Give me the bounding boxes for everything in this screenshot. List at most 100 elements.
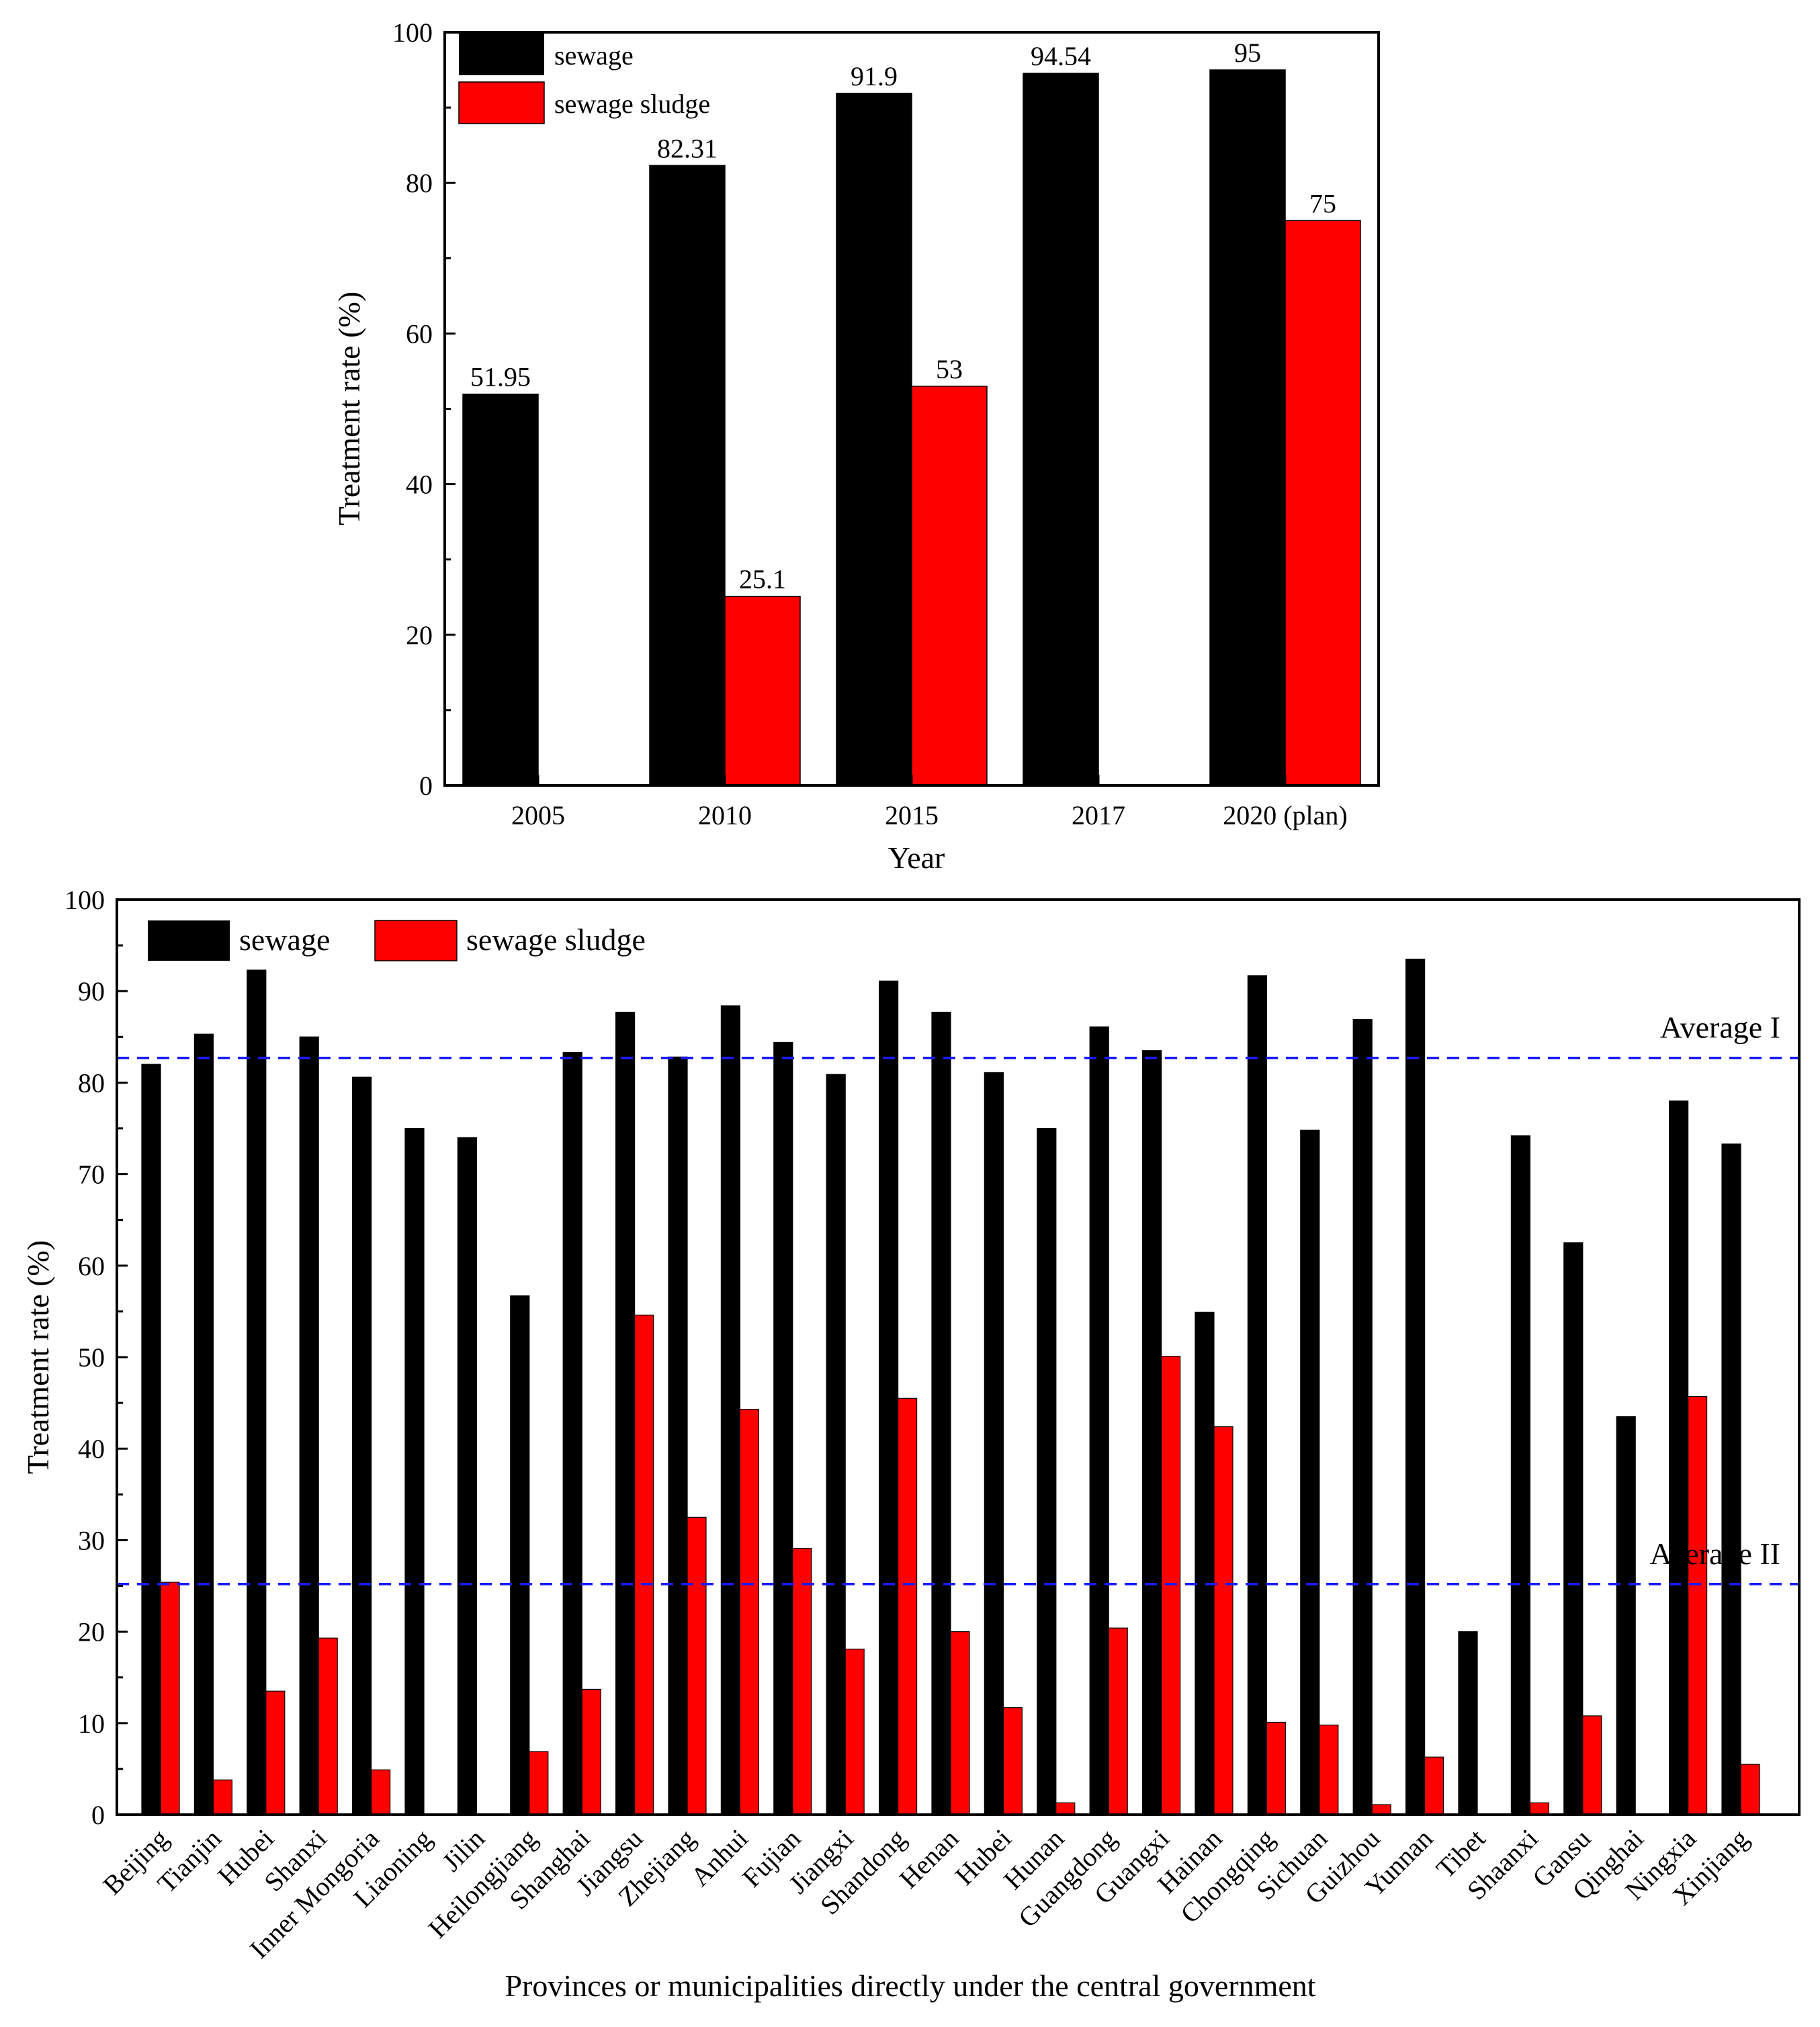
bottom-x-tick-label-15-henan: Henan bbox=[894, 1823, 965, 1895]
top-x-tick-label-2017: 2017 bbox=[1072, 800, 1125, 830]
bottom-bar-sewage-4-inner-mongoria bbox=[351, 1076, 372, 1815]
top-data-label-sewage-sludge-2015: 53 bbox=[936, 354, 963, 384]
top-bar-sewage-2015 bbox=[836, 93, 912, 786]
bottom-legend-label-sewage: sewage bbox=[239, 922, 330, 957]
reference-line-label-average-i: Average I bbox=[1660, 1010, 1780, 1045]
bottom-bar-sewage-17-hunan bbox=[1037, 1127, 1057, 1815]
bottom-bar-sewage-sludge-0-beijing bbox=[160, 1582, 180, 1815]
bottom-y-tick-label-10: 10 bbox=[78, 1709, 105, 1739]
bottom-bar-sewage-sludge-30-xinjiang bbox=[1740, 1764, 1760, 1815]
bottom-y-axis: 0 10 20 30 40 50 60 70 80 90 100 bbox=[64, 885, 128, 1830]
bottom-bar-sewage-sludge-2-hubei bbox=[265, 1690, 286, 1815]
bottom-bar-sewage-sludge-22-sichuan bbox=[1319, 1724, 1339, 1815]
bottom-bar-sewage-18-guangdong bbox=[1089, 1026, 1109, 1815]
bottom-bar-sewage-14-shandong bbox=[878, 980, 899, 1815]
top-y-axis-title: Treatment rate (%) bbox=[332, 292, 366, 525]
bottom-bar-sewage-20-hainan bbox=[1195, 1311, 1215, 1815]
bottom-x-tick-label-11-anhui: Anhui bbox=[685, 1823, 754, 1893]
bottom-y-tick-label-20: 20 bbox=[78, 1617, 105, 1647]
bottom-bar-sewage-1-tianjin bbox=[193, 1033, 214, 1815]
bottom-y-tick-label-90: 90 bbox=[78, 976, 105, 1006]
bottom-bar-sewage-sludge-7-heilongjiang bbox=[529, 1751, 549, 1815]
top-bar-sewage-2010 bbox=[649, 165, 726, 786]
top-data-label-sewage-2015: 91.9 bbox=[851, 61, 898, 91]
bottom-bar-sewage-9-jiangsu bbox=[615, 1011, 636, 1815]
bottom-bar-sewage-sludge-9-jiangsu bbox=[634, 1314, 654, 1815]
bottom-bar-sewage-sludge-24-yunnan bbox=[1424, 1756, 1444, 1815]
bottom-bar-sewage-sludge-14-shandong bbox=[897, 1397, 918, 1815]
bottom-bar-sewage-sludge-27-gansu bbox=[1582, 1715, 1602, 1815]
bottom-bar-sewage-0-beijing bbox=[141, 1064, 161, 1815]
top-y-axis: 0 20 40 60 80 100 bbox=[392, 17, 456, 801]
bottom-bar-sewage-6-jilin bbox=[457, 1137, 478, 1815]
bottom-legend-label-sewage-sludge: sewage sludge bbox=[466, 922, 646, 957]
bottom-bar-sewage-sludge-29-ningxia bbox=[1688, 1395, 1708, 1815]
top-y-tick-label-0: 0 bbox=[419, 771, 433, 801]
bottom-bar-sewage-sludge-20-hainan bbox=[1213, 1426, 1233, 1815]
bottom-bar-sewage-30-xinjiang bbox=[1721, 1144, 1741, 1815]
bottom-bar-sewage-sludge-23-guizhou bbox=[1371, 1804, 1391, 1815]
bottom-bar-sewage-26-shaanxi bbox=[1510, 1135, 1530, 1815]
top-y-tick-label-80: 80 bbox=[406, 168, 433, 198]
bottom-y-tick-label-0: 0 bbox=[91, 1800, 105, 1830]
bottom-bar-sewage-21-chongqing bbox=[1247, 975, 1268, 1815]
bottom-bar-sewage-sludge-13-jiangxi bbox=[844, 1648, 865, 1815]
top-bar-sewage-sludge-2010 bbox=[724, 595, 801, 786]
bottom-bar-sewage-sludge-19-guangxi bbox=[1160, 1356, 1181, 1815]
bottom-legend: sewage sewage sludge bbox=[148, 920, 646, 961]
bottom-bar-sewage-sludge-15-henan bbox=[950, 1631, 970, 1815]
bottom-y-tick-label-100: 100 bbox=[64, 885, 105, 915]
bottom-bar-sewage-8-shanghai bbox=[562, 1051, 582, 1815]
bottom-chart: Average I Average II 0 10 20 30 40 50 60 70 80 90 1… bbox=[21, 885, 1801, 2003]
top-x-axis: 2005 2010 2015 2017 2020 (plan) bbox=[511, 775, 1348, 830]
bottom-bar-sewage-sludge-16-hubei bbox=[1002, 1707, 1023, 1815]
bottom-bar-sewage-24-yunnan bbox=[1405, 958, 1426, 1815]
bottom-bar-sewage-sludge-26-shaanxi bbox=[1529, 1802, 1549, 1815]
bottom-y-axis-title: Treatment rate (%) bbox=[21, 1240, 55, 1474]
bottom-y-tick-label-60: 60 bbox=[78, 1251, 105, 1281]
bottom-bar-sewage-22-sichuan bbox=[1300, 1129, 1320, 1815]
bottom-legend-swatch-sewage-sludge bbox=[374, 920, 458, 961]
top-data-label-sewage-2010: 82.31 bbox=[657, 133, 718, 163]
top-legend: sewage sewage sludge bbox=[458, 34, 710, 124]
bottom-bar-sewage-7-heilongjiang bbox=[510, 1295, 530, 1815]
bottom-bar-sewage-16-hubei bbox=[984, 1072, 1004, 1815]
bottom-bars bbox=[141, 958, 1760, 1815]
bottom-bar-sewage-sludge-12-fujian bbox=[792, 1548, 812, 1815]
top-data-label-sewage-sludge-2020-plan: 75 bbox=[1309, 188, 1336, 218]
bottom-bar-sewage-sludge-10-zhejiang bbox=[687, 1516, 707, 1815]
bottom-bar-sewage-12-fujian bbox=[773, 1041, 793, 1815]
bottom-y-tick-label-30: 30 bbox=[78, 1525, 105, 1555]
top-bar-sewage-2017 bbox=[1023, 73, 1099, 786]
top-legend-label-sewage: sewage bbox=[554, 40, 634, 71]
bottom-bar-sewage-29-ningxia bbox=[1669, 1101, 1689, 1815]
top-y-tick-label-40: 40 bbox=[406, 470, 433, 500]
bottom-y-tick-label-80: 80 bbox=[78, 1068, 105, 1098]
bottom-bar-sewage-15-henan bbox=[931, 1011, 951, 1815]
top-data-label-sewage-sludge-2010: 25.1 bbox=[739, 564, 786, 595]
top-y-tick-label-100: 100 bbox=[392, 17, 433, 48]
bottom-y-tick-label-40: 40 bbox=[78, 1434, 105, 1464]
top-x-tick-label-2020-plan: 2020 (plan) bbox=[1223, 800, 1348, 830]
bottom-x-axis-title: Provinces or municipalities directly und… bbox=[505, 1969, 1315, 2003]
bottom-legend-swatch-sewage bbox=[148, 920, 230, 961]
bottom-bar-sewage-sludge-17-hunan bbox=[1055, 1802, 1076, 1815]
top-bar-sewage-2020-plan bbox=[1209, 69, 1286, 786]
top-x-tick-label-2015: 2015 bbox=[885, 800, 939, 830]
bottom-bar-sewage-19-guangxi bbox=[1141, 1050, 1162, 1815]
top-data-label-sewage-2020-plan: 95 bbox=[1234, 38, 1261, 68]
bottom-bar-sewage-28-qinghai bbox=[1616, 1416, 1636, 1815]
bottom-bar-sewage-2-hubei bbox=[247, 969, 267, 1815]
bottom-bar-sewage-23-guizhou bbox=[1352, 1019, 1373, 1815]
top-data-label-sewage-2005: 51.95 bbox=[470, 362, 531, 392]
top-x-tick-label-2005: 2005 bbox=[511, 800, 565, 830]
bottom-y-tick-label-50: 50 bbox=[78, 1342, 105, 1373]
bottom-bar-sewage-13-jiangxi bbox=[826, 1074, 846, 1815]
top-bar-sewage-2005 bbox=[462, 393, 539, 786]
bottom-bar-sewage-5-liaoning bbox=[404, 1127, 425, 1815]
top-chart: 51.95 82.31 25.1 91.9 53 94.54 95 75 0 20 40 60 80 1… bbox=[332, 17, 1380, 875]
bottom-bar-sewage-sludge-11-anhui bbox=[739, 1409, 760, 1815]
bottom-y-tick-label-70: 70 bbox=[78, 1160, 105, 1190]
